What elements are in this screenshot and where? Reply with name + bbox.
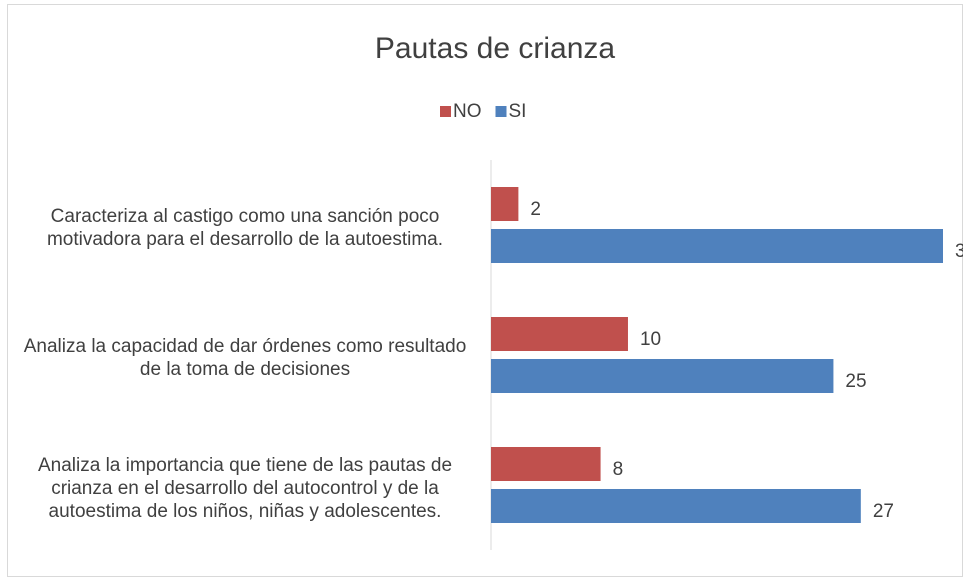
- bar: [491, 447, 601, 481]
- category-label: Caracteriza al castigo como una sanción …: [46, 206, 444, 250]
- legend-swatch: [495, 106, 507, 117]
- bar: [491, 229, 943, 263]
- data-label: 27: [873, 501, 894, 522]
- bar: [491, 489, 861, 523]
- data-label: 10: [640, 329, 661, 350]
- data-label: 2: [530, 199, 541, 220]
- bar: [491, 317, 628, 351]
- bar: [491, 187, 519, 221]
- category-label: Analiza la importancia que tiene de las …: [37, 454, 453, 522]
- category-label: Analiza la capacidad de dar órdenes como…: [23, 336, 467, 380]
- legend-swatch: [440, 106, 451, 117]
- chart-title: Pautas de crianza: [375, 32, 615, 65]
- data-label: 8: [613, 459, 624, 480]
- legend-label: SI: [509, 101, 527, 122]
- bar: [491, 359, 834, 393]
- legend-label: NO: [453, 101, 482, 122]
- data-label: 25: [845, 371, 866, 392]
- data-label: 33: [955, 241, 963, 262]
